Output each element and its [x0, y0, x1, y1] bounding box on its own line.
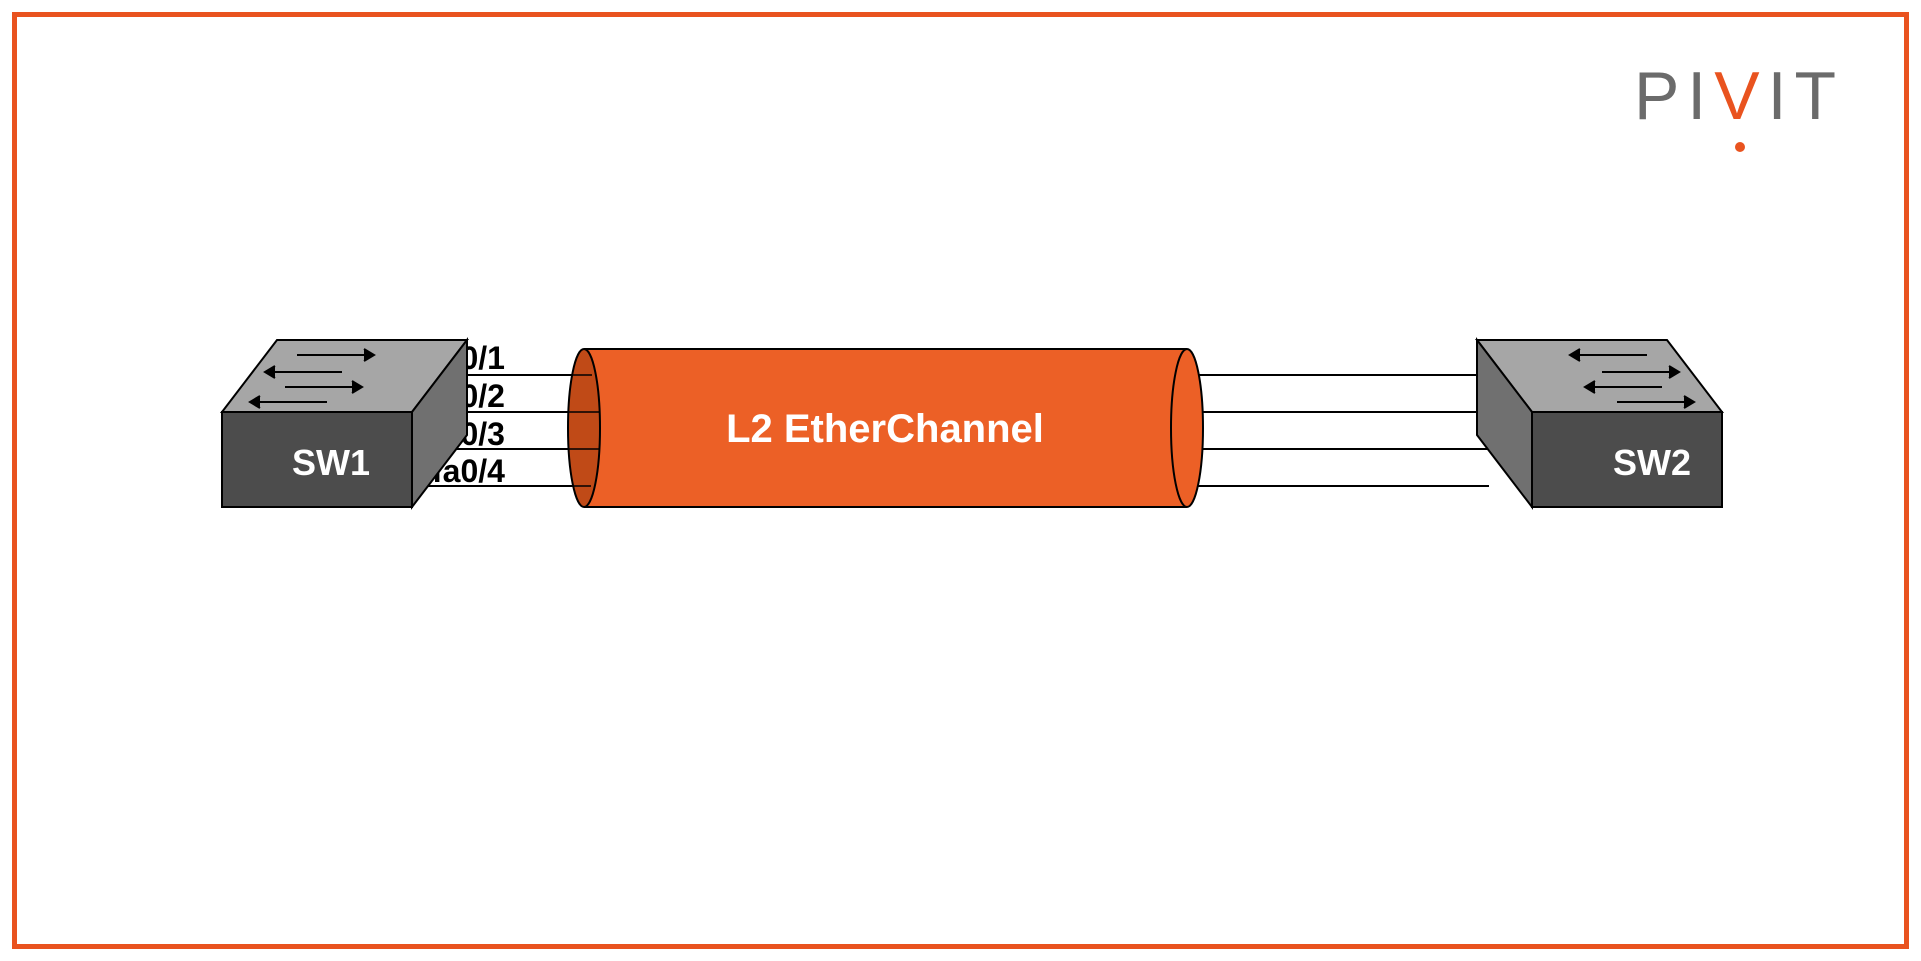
etherchannel-diagram: L2 EtherChannel fa0/1 fa0/2 fa0/3 fa0/4 — [17, 17, 1904, 944]
diagram-frame: PIVIT — [12, 12, 1909, 949]
right-wires — [1187, 375, 1489, 486]
etherchannel-cylinder: L2 EtherChannel — [568, 349, 1203, 507]
switch-right-label: SW2 — [1613, 442, 1691, 483]
switch-left: SW1 — [222, 340, 467, 507]
channel-label: L2 EtherChannel — [726, 407, 1044, 451]
switch-left-label: SW1 — [292, 442, 370, 483]
switch-right: SW2 — [1477, 340, 1722, 507]
